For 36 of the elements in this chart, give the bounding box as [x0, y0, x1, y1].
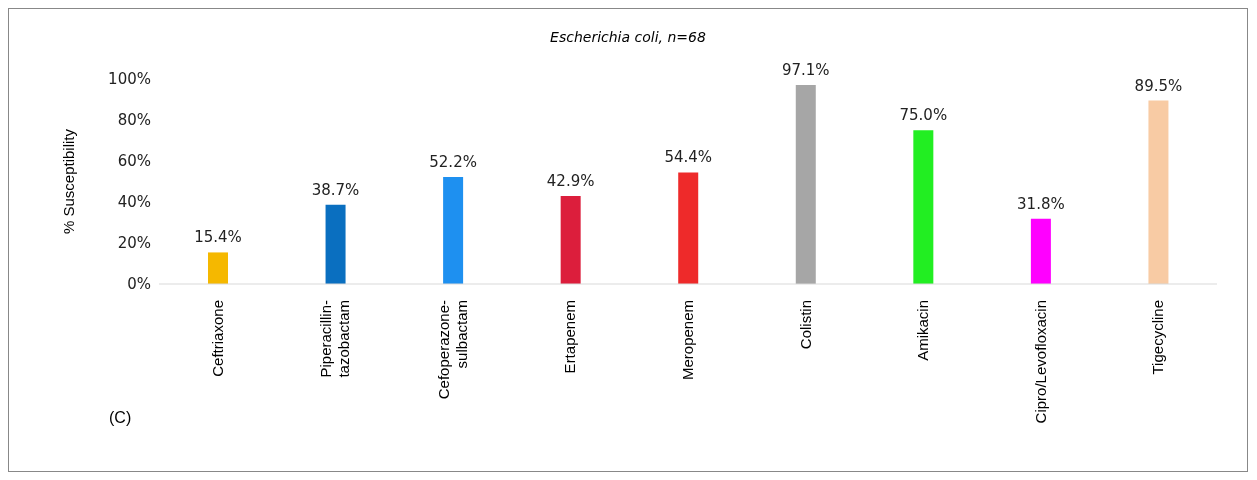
y-tick-label: 0% — [127, 275, 151, 294]
data-label: 15.4% — [194, 228, 242, 247]
bar — [208, 252, 228, 284]
data-label: 75.0% — [899, 106, 948, 125]
data-label: 31.8% — [1017, 194, 1065, 213]
x-tick-label: Cipro/Levofloxacin — [1031, 300, 1049, 424]
y-axis-title: % Susceptibility — [60, 128, 78, 235]
data-label: 97.1% — [781, 60, 830, 79]
x-tick-label: Ertapenem — [561, 300, 579, 374]
y-tick-label: 60% — [117, 152, 151, 171]
data-label: 54.4% — [664, 148, 713, 167]
data-label: 38.7% — [311, 180, 360, 199]
y-tick-label: 80% — [117, 111, 151, 130]
x-tick-label: Amikacin — [914, 300, 932, 361]
chart-title: Escherichia coli, n=68 — [549, 29, 707, 45]
bar — [1030, 218, 1051, 284]
x-tick-label: Colistin — [796, 300, 814, 350]
data-label: 52.2% — [429, 152, 477, 171]
x-tick-label: Piperacillin-tazobactam — [317, 300, 353, 378]
bar — [560, 196, 581, 284]
data-label: 89.5% — [1134, 76, 1183, 95]
y-tick-label: 20% — [117, 234, 151, 253]
x-tick-label: Ceftriaxone — [208, 300, 226, 377]
y-tick-label: 40% — [117, 193, 151, 212]
x-tick-label: Tigecycline — [1149, 300, 1167, 375]
bar — [1148, 100, 1169, 284]
data-label: 42.9% — [546, 172, 595, 191]
bar — [443, 176, 464, 284]
bar — [913, 130, 934, 284]
x-tick-label: Meropenem — [679, 300, 696, 381]
text: (C) — [109, 409, 132, 427]
bar — [678, 172, 699, 284]
x-tick-label: Cefoperazone-sulbactam — [434, 300, 470, 400]
y-tick-label: 100% — [108, 70, 151, 89]
bar — [795, 84, 816, 284]
bar — [325, 204, 346, 284]
